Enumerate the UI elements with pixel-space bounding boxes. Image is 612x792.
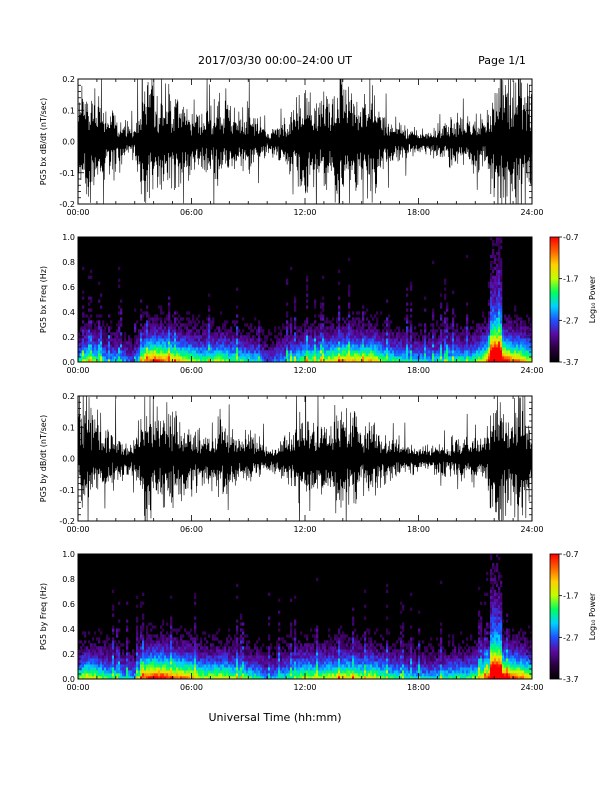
colorbar [549, 236, 560, 363]
y-tick-label: 0.6 [62, 283, 75, 292]
y-tick-label: 0.0 [62, 138, 75, 147]
y-tick-label: 0.2 [62, 650, 75, 659]
x-tick-label: 00:00 [66, 525, 89, 534]
colorbar-tick-label: -3.7 [563, 675, 579, 684]
x-tick-label: 18:00 [407, 208, 430, 217]
y-tick-label: -0.2 [59, 200, 75, 209]
x-tick-label: 12:00 [293, 208, 316, 217]
colorbar-tick-label: -1.7 [563, 592, 579, 601]
colorbar-tick-label: -2.7 [563, 316, 579, 325]
y-tick-label: 0.8 [62, 575, 75, 584]
by-spectrogram-panel: -0.7 -1.7 -2.7 -3.7 Log₁₀ Power 00:00 06:00 12:… [39, 550, 597, 692]
x-tick-label: 12:00 [293, 525, 316, 534]
y-tick-label: 0.1 [62, 423, 75, 432]
figure-title: 2017/03/30 00:00–24:00 UT [198, 54, 352, 67]
y-axis-label: PG5 bx dB/dt (nT/sec) [39, 98, 48, 185]
y-axis-label: PG5 bx Freq (Hz) [39, 266, 48, 333]
colorbar-tick-label: -2.7 [563, 633, 579, 642]
y-axis-label: PG5 by dB/dt (nT/sec) [39, 415, 48, 502]
y-tick-label: 0.8 [62, 258, 75, 267]
x-tick-label: 18:00 [407, 683, 430, 692]
x-tick-label: 06:00 [180, 208, 203, 217]
y-tick-label: 0.0 [62, 455, 75, 464]
y-tick-label: 0.4 [62, 308, 75, 317]
page-number: Page 1/1 [478, 54, 526, 67]
x-axis-title: Universal Time (hh:mm) [209, 711, 342, 724]
y-tick-label: 0.1 [62, 106, 75, 115]
x-tick-label: 06:00 [180, 366, 203, 375]
y-tick-label: 1.0 [62, 233, 75, 242]
colorbar-label: Log₁₀ Power [588, 592, 597, 640]
x-tick-label: 12:00 [293, 683, 316, 692]
x-tick-label: 18:00 [407, 525, 430, 534]
x-tick-label: 24:00 [520, 208, 543, 217]
x-tick-label: 12:00 [293, 366, 316, 375]
y-tick-label: -0.2 [59, 517, 75, 526]
x-tick-label: 00:00 [66, 683, 89, 692]
waveform-trace [78, 79, 532, 204]
colorbar-tick-label: -3.7 [563, 358, 579, 367]
y-tick-label: 0.6 [62, 600, 75, 609]
x-tick-label: 24:00 [520, 525, 543, 534]
colorbar-tick-label: -1.7 [563, 275, 579, 284]
x-tick-label: 18:00 [407, 366, 430, 375]
colorbar-tick-label: -0.7 [563, 233, 579, 242]
x-tick-label: 00:00 [66, 366, 89, 375]
colorbar [549, 553, 560, 680]
by-waveform-panel: 00:00 06:00 12:00 18:00 24:00 -0.2 -0.1 0.0 0.1 0… [39, 392, 544, 534]
colorbar-tick-label: -0.7 [563, 550, 579, 559]
y-tick-label: 0.0 [62, 675, 75, 684]
y-tick-label: -0.1 [59, 169, 75, 178]
bx-waveform-panel: 00:00 06:00 12:00 18:00 24:00 -0.2 -0.1 0.0 0.1 0… [39, 75, 544, 217]
x-tick-label: 24:00 [520, 683, 543, 692]
spectrogram-cells [78, 554, 533, 680]
bx-spectrogram-panel: -0.7 -1.7 -2.7 -3.7 Log₁₀ Power 00:00 06:00 12:… [39, 233, 597, 375]
y-tick-label: 1.0 [62, 550, 75, 559]
colorbar-label: Log₁₀ Power [588, 275, 597, 323]
y-tick-label: 0.2 [62, 392, 75, 401]
y-axis-label: PG5 by Freq (Hz) [39, 583, 48, 650]
y-tick-label: 0.2 [62, 333, 75, 342]
x-tick-label: 06:00 [180, 683, 203, 692]
x-tick-label: 06:00 [180, 525, 203, 534]
y-tick-label: -0.1 [59, 486, 75, 495]
spectrogram-cells [78, 237, 533, 363]
x-tick-label: 24:00 [520, 366, 543, 375]
y-tick-label: 0.2 [62, 75, 75, 84]
x-tick-label: 00:00 [66, 208, 89, 217]
y-tick-label: 0.4 [62, 625, 75, 634]
waveform-trace [78, 396, 532, 521]
y-tick-label: 0.0 [62, 358, 75, 367]
